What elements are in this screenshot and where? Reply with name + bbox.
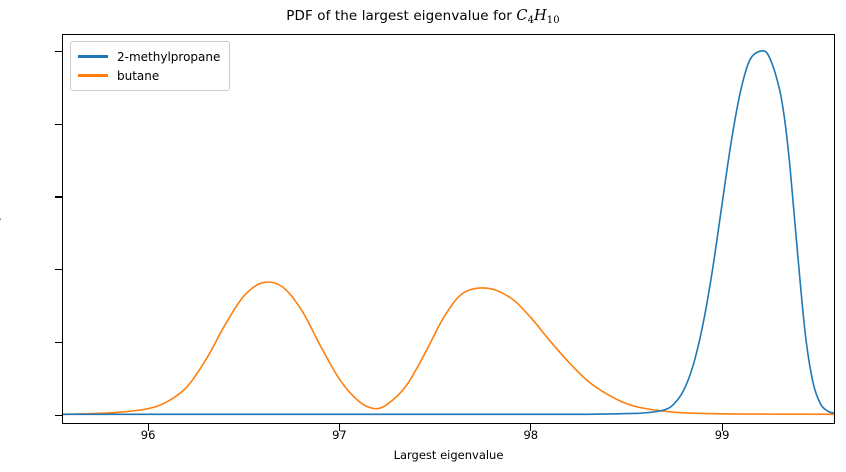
y-tick-mark bbox=[55, 341, 62, 344]
plot-axes bbox=[62, 34, 835, 424]
x-tick-label: 97 bbox=[332, 428, 347, 442]
legend-swatch-butane bbox=[78, 74, 108, 77]
y-tick-mark bbox=[55, 123, 62, 125]
series-line-butane bbox=[63, 281, 834, 416]
y-tick-mark bbox=[55, 414, 62, 416]
x-tick-mark bbox=[721, 424, 723, 431]
y-tick-mark bbox=[55, 196, 62, 198]
legend-label-2-methylpropane: 2-methylpropane bbox=[117, 49, 221, 64]
chart-title-sub-4: 4 bbox=[527, 14, 535, 26]
plot-canvas bbox=[63, 50, 834, 416]
x-tick-mark bbox=[338, 424, 340, 431]
y-tick-mark bbox=[55, 269, 62, 271]
x-tick-label: 98 bbox=[523, 428, 539, 442]
x-tick-label: 99 bbox=[714, 428, 730, 442]
legend-item-butane[interactable]: butane bbox=[78, 66, 220, 85]
legend-item-2-methylpropane[interactable]: 2-methylpropane bbox=[78, 47, 220, 66]
legend-swatch-2-methylpropane bbox=[78, 55, 108, 58]
chart-title-var-h: H bbox=[534, 8, 547, 24]
chart-title: PDF of the largest eigenvalue for C4H10 bbox=[0, 8, 846, 26]
chart-title-sub-10: 10 bbox=[546, 14, 560, 26]
series-line-2-methylpropane bbox=[63, 50, 834, 416]
x-tick-label: 96 bbox=[140, 428, 156, 442]
chart-legend[interactable]: 2-methylpropane butane bbox=[70, 41, 231, 91]
chart-title-var-c: C bbox=[516, 8, 528, 24]
x-tick-mark bbox=[147, 424, 149, 431]
y-axis-label: Density bbox=[0, 214, 1, 258]
legend-label-butane: butane bbox=[117, 68, 160, 83]
x-tick-mark bbox=[530, 424, 532, 431]
y-tick-mark bbox=[55, 50, 62, 52]
chart-title-prefix: PDF of the largest eigenvalue for bbox=[286, 8, 517, 24]
x-axis-label: Largest eigenvalue bbox=[393, 448, 504, 462]
